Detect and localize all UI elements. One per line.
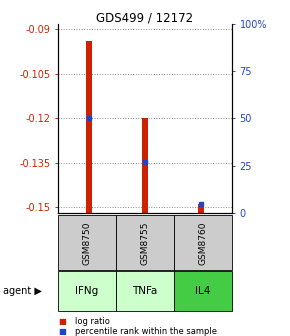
Bar	[142, 118, 148, 213]
Text: agent ▶: agent ▶	[3, 286, 42, 296]
Text: ■: ■	[58, 327, 66, 336]
Text: TNFa: TNFa	[132, 286, 158, 296]
Text: GSM8760: GSM8760	[198, 221, 208, 264]
Text: ■: ■	[58, 317, 66, 326]
Bar	[86, 41, 92, 213]
Text: IFNg: IFNg	[75, 286, 99, 296]
Text: GDS499 / 12172: GDS499 / 12172	[97, 12, 193, 25]
Bar	[198, 205, 204, 213]
Text: percentile rank within the sample: percentile rank within the sample	[75, 327, 218, 336]
Text: IL4: IL4	[195, 286, 211, 296]
Text: GSM8750: GSM8750	[82, 221, 92, 264]
Text: GSM8755: GSM8755	[140, 221, 150, 264]
Text: log ratio: log ratio	[75, 317, 110, 326]
